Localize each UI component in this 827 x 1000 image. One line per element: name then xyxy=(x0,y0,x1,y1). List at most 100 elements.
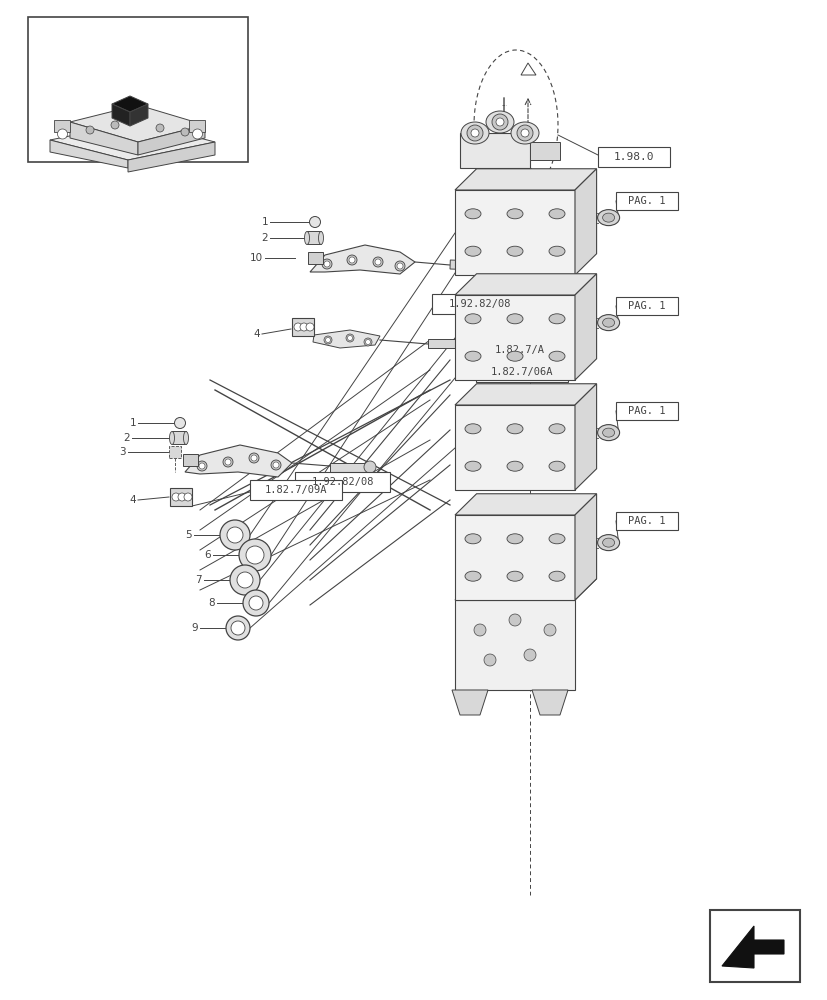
Polygon shape xyxy=(455,494,596,515)
Circle shape xyxy=(365,340,370,344)
Ellipse shape xyxy=(231,621,245,635)
Ellipse shape xyxy=(602,213,614,222)
Circle shape xyxy=(372,257,383,267)
Text: PAG. 1: PAG. 1 xyxy=(628,301,665,311)
Circle shape xyxy=(347,336,352,340)
Ellipse shape xyxy=(597,210,619,226)
Circle shape xyxy=(348,257,355,263)
Circle shape xyxy=(396,263,403,269)
Bar xyxy=(455,295,574,380)
Text: PAG. 1: PAG. 1 xyxy=(628,516,665,526)
Bar xyxy=(460,133,529,168)
Polygon shape xyxy=(50,140,128,168)
Ellipse shape xyxy=(506,534,523,544)
Circle shape xyxy=(323,336,332,344)
Circle shape xyxy=(86,126,94,134)
Circle shape xyxy=(198,463,205,469)
Polygon shape xyxy=(532,690,567,715)
Circle shape xyxy=(270,460,280,470)
Bar xyxy=(170,488,192,506)
Polygon shape xyxy=(128,142,215,172)
Ellipse shape xyxy=(506,314,523,324)
Bar xyxy=(455,405,574,490)
Bar xyxy=(307,231,321,244)
Polygon shape xyxy=(309,245,414,274)
Polygon shape xyxy=(721,926,783,968)
Polygon shape xyxy=(574,169,596,275)
Ellipse shape xyxy=(465,246,480,256)
Circle shape xyxy=(222,457,232,467)
Circle shape xyxy=(178,493,186,501)
Text: 2: 2 xyxy=(123,433,130,443)
Circle shape xyxy=(364,461,375,473)
Ellipse shape xyxy=(170,432,174,444)
Bar xyxy=(169,446,181,458)
Polygon shape xyxy=(189,120,205,132)
Bar xyxy=(529,142,559,160)
Circle shape xyxy=(495,118,504,126)
Bar xyxy=(476,340,563,360)
Bar xyxy=(709,910,799,982)
Polygon shape xyxy=(455,384,596,405)
Circle shape xyxy=(473,624,485,636)
Text: 4: 4 xyxy=(253,329,260,339)
Ellipse shape xyxy=(506,246,523,256)
Circle shape xyxy=(346,334,354,342)
Circle shape xyxy=(172,493,179,501)
Circle shape xyxy=(174,418,185,428)
Circle shape xyxy=(325,338,330,342)
Bar xyxy=(615,512,677,530)
Ellipse shape xyxy=(597,315,619,331)
Bar xyxy=(597,147,669,167)
Text: 8: 8 xyxy=(208,598,215,608)
Text: 1.82.7/09A: 1.82.7/09A xyxy=(265,485,327,495)
Ellipse shape xyxy=(506,424,523,434)
Polygon shape xyxy=(455,579,596,600)
Bar xyxy=(172,431,186,444)
Text: PAG. 1: PAG. 1 xyxy=(628,406,665,416)
Circle shape xyxy=(299,323,308,331)
Ellipse shape xyxy=(237,572,253,588)
Circle shape xyxy=(484,654,495,666)
Polygon shape xyxy=(138,125,205,155)
Circle shape xyxy=(347,255,356,265)
Ellipse shape xyxy=(465,424,480,434)
Polygon shape xyxy=(112,104,130,126)
Polygon shape xyxy=(112,96,148,112)
Circle shape xyxy=(273,462,279,468)
Bar xyxy=(615,192,677,210)
Circle shape xyxy=(322,259,332,269)
Circle shape xyxy=(249,453,259,463)
Bar xyxy=(250,480,342,500)
Polygon shape xyxy=(184,445,292,477)
Circle shape xyxy=(523,649,535,661)
Text: 10: 10 xyxy=(250,253,263,263)
Text: 2: 2 xyxy=(261,233,268,243)
Circle shape xyxy=(323,261,330,267)
Polygon shape xyxy=(574,384,596,490)
Polygon shape xyxy=(130,104,148,126)
Text: 1: 1 xyxy=(261,217,268,227)
Ellipse shape xyxy=(465,314,480,324)
Ellipse shape xyxy=(249,596,263,610)
Ellipse shape xyxy=(246,546,264,564)
Polygon shape xyxy=(455,600,574,690)
Ellipse shape xyxy=(548,424,564,434)
Ellipse shape xyxy=(602,428,614,437)
Bar xyxy=(615,402,677,420)
Ellipse shape xyxy=(602,318,614,327)
Polygon shape xyxy=(520,63,535,75)
Polygon shape xyxy=(574,494,596,600)
Text: 6: 6 xyxy=(204,550,211,560)
Ellipse shape xyxy=(602,538,614,547)
Text: 1.92.82/08: 1.92.82/08 xyxy=(447,299,510,309)
Bar xyxy=(330,463,367,472)
Circle shape xyxy=(516,125,533,141)
Circle shape xyxy=(375,259,380,265)
Circle shape xyxy=(509,614,520,626)
Ellipse shape xyxy=(184,432,189,444)
Ellipse shape xyxy=(597,535,619,551)
Ellipse shape xyxy=(548,209,564,219)
Circle shape xyxy=(394,261,404,271)
Polygon shape xyxy=(452,690,487,715)
